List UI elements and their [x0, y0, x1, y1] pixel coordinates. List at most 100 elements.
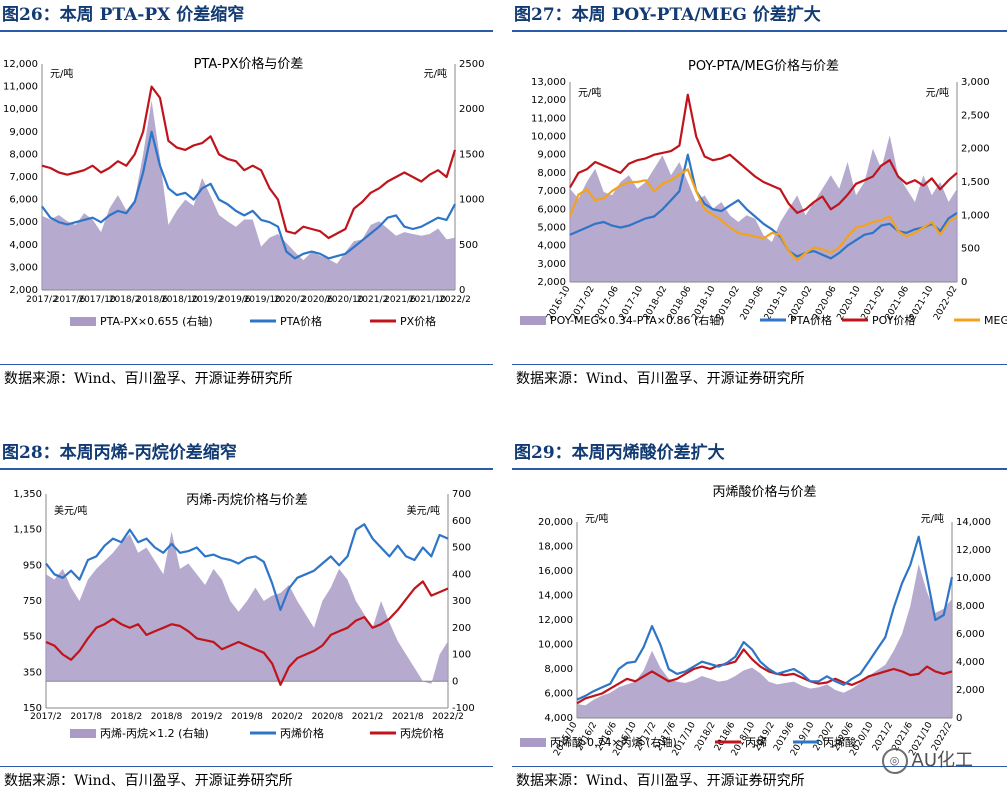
- series-line-2: [41, 85, 457, 240]
- series-line-2: [576, 535, 954, 701]
- left-tick-label: 12,000: [3, 59, 38, 70]
- series-area-0: [42, 100, 455, 290]
- x-tick-label: 2020/6: [301, 295, 333, 305]
- right-tick-label: 1500: [459, 149, 484, 160]
- left-tick-label: 150: [23, 703, 42, 714]
- legend-label-0: 丙烯-丙烷×1.2 (右轴): [100, 726, 209, 740]
- x-tick-label: 2018/6: [136, 295, 168, 305]
- watermark: ◎ AU化工: [881, 746, 973, 774]
- x-tick-label: 2020/2: [274, 295, 306, 305]
- legend-label-2: 丙烯酸: [823, 735, 856, 749]
- divider: [512, 468, 1007, 470]
- right-unit-label: 元/吨: [926, 86, 949, 99]
- right-tick-label: 300: [452, 596, 471, 607]
- legend-label-2: PX价格: [400, 314, 436, 328]
- left-tick-label: 8,000: [544, 664, 573, 675]
- x-tick-label: 2020/8: [312, 712, 344, 722]
- right-tick-label: 500: [961, 244, 980, 255]
- series-area-0: [570, 135, 957, 282]
- right-tick-label: 2,000: [956, 685, 985, 696]
- right-tick-label: 12,000: [956, 545, 991, 556]
- source-note: 数据来源：Wind、百川盈孚、开源证券研究所: [4, 371, 293, 387]
- right-tick-label: 1,500: [961, 177, 990, 188]
- series-area-0: [46, 531, 448, 684]
- x-tick-label: 2017/10: [78, 295, 116, 305]
- legend-swatch-0: [70, 729, 96, 738]
- x-tick-label: 2020/2: [271, 712, 303, 722]
- series-line-1: [45, 523, 449, 611]
- right-tick-label: 400: [452, 569, 471, 580]
- x-tick-label: 2019/6: [219, 295, 251, 305]
- left-tick-label: 12,000: [531, 95, 566, 106]
- right-unit-label: 元/吨: [921, 512, 944, 525]
- left-tick-label: 11,000: [531, 113, 566, 124]
- source-note: 数据来源：Wind、百川盈孚、开源证券研究所: [4, 773, 293, 789]
- divider: [0, 468, 493, 470]
- series-line-1: [41, 130, 456, 260]
- left-tick-label: 550: [23, 632, 42, 643]
- right-tick-label: 10,000: [956, 573, 991, 584]
- chart-title: POY-PTA/MEG价格与价差: [688, 58, 839, 74]
- right-tick-label: 2,000: [961, 144, 990, 155]
- left-tick-label: 14,000: [538, 591, 573, 602]
- right-tick-label: 8,000: [956, 601, 985, 612]
- left-tick-label: 16,000: [538, 566, 573, 577]
- figure-26-panel: 图26：本周 PTA-PX 价差缩窄 PTA-PX价格与价差 元/吨 元/吨 2,00…: [0, 0, 493, 400]
- right-tick-label: 500: [459, 240, 478, 251]
- right-tick-label: 0: [956, 713, 962, 724]
- left-tick-label: 10,000: [3, 104, 38, 115]
- right-tick-label: 1000: [459, 195, 484, 206]
- chart-title: PTA-PX价格与价差: [194, 56, 304, 72]
- figure-27-panel: 图27：本周 POY-PTA/MEG 价差扩大 POY-PTA/MEG价格与价差…: [512, 0, 1007, 400]
- legend-swatch-0: [520, 738, 546, 747]
- left-tick-label: 9,000: [537, 150, 566, 161]
- x-tick-label: 2018/2: [109, 295, 141, 305]
- x-tick-label: 2019/2: [191, 295, 223, 305]
- right-tick-label: 200: [452, 623, 471, 634]
- right-tick-label: 3,000: [961, 77, 990, 88]
- left-tick-label: 8,000: [537, 168, 566, 179]
- left-tick-label: 8,000: [9, 149, 38, 160]
- series-line-3: [568, 168, 958, 262]
- legend-label-1: 丙烯: [745, 736, 767, 749]
- left-unit-label: 元/吨: [578, 86, 601, 99]
- right-tick-label: 500: [452, 543, 471, 554]
- left-tick-label: 3,000: [9, 262, 38, 273]
- left-tick-label: 2,000: [537, 277, 566, 288]
- right-tick-label: 0: [459, 285, 465, 296]
- left-tick-label: 18,000: [538, 542, 573, 553]
- legend-label-3: MEG价格: [984, 313, 1007, 327]
- source-note: 数据来源：Wind、百川盈孚、开源证券研究所: [516, 773, 805, 789]
- left-unit-label: 美元/吨: [54, 504, 87, 517]
- x-tick-label: 2021/6: [384, 295, 416, 305]
- figure-28-title: 图28：本周丙烯-丙烷价差缩窄: [2, 443, 237, 463]
- right-tick-label: 2000: [459, 104, 484, 115]
- divider: [0, 766, 493, 767]
- x-tick-label: 2019/10: [244, 295, 282, 305]
- left-tick-label: 750: [23, 596, 42, 607]
- series-line-2: [569, 93, 958, 214]
- right-tick-label: 600: [452, 516, 471, 527]
- left-tick-label: 11,000: [3, 82, 38, 93]
- left-tick-label: 6,000: [537, 204, 566, 215]
- right-tick-label: 0: [961, 277, 967, 288]
- left-tick-label: 4,000: [537, 241, 566, 252]
- wechat-icon: ◎: [881, 748, 908, 774]
- chart-title: 丙烯-丙烷价格与价差: [186, 492, 308, 508]
- right-tick-label: 4,000: [956, 657, 985, 668]
- right-tick-label: 1,000: [961, 210, 990, 221]
- left-tick-label: 6,000: [9, 195, 38, 206]
- right-tick-label: 6,000: [956, 629, 985, 640]
- x-tick-label: 2017/8: [70, 712, 102, 722]
- left-tick-label: 350: [23, 667, 42, 678]
- legend-label-2: POY价格: [872, 313, 915, 327]
- left-tick-label: 13,000: [531, 77, 566, 88]
- left-tick-label: 10,000: [538, 640, 573, 651]
- x-tick-label: 2019/2: [191, 712, 223, 722]
- series-line-2: [45, 580, 449, 686]
- legend-label-1: 丙烯价格: [280, 726, 324, 740]
- x-tick-label: 2021/2: [352, 712, 384, 722]
- right-tick-label: -100: [452, 703, 475, 714]
